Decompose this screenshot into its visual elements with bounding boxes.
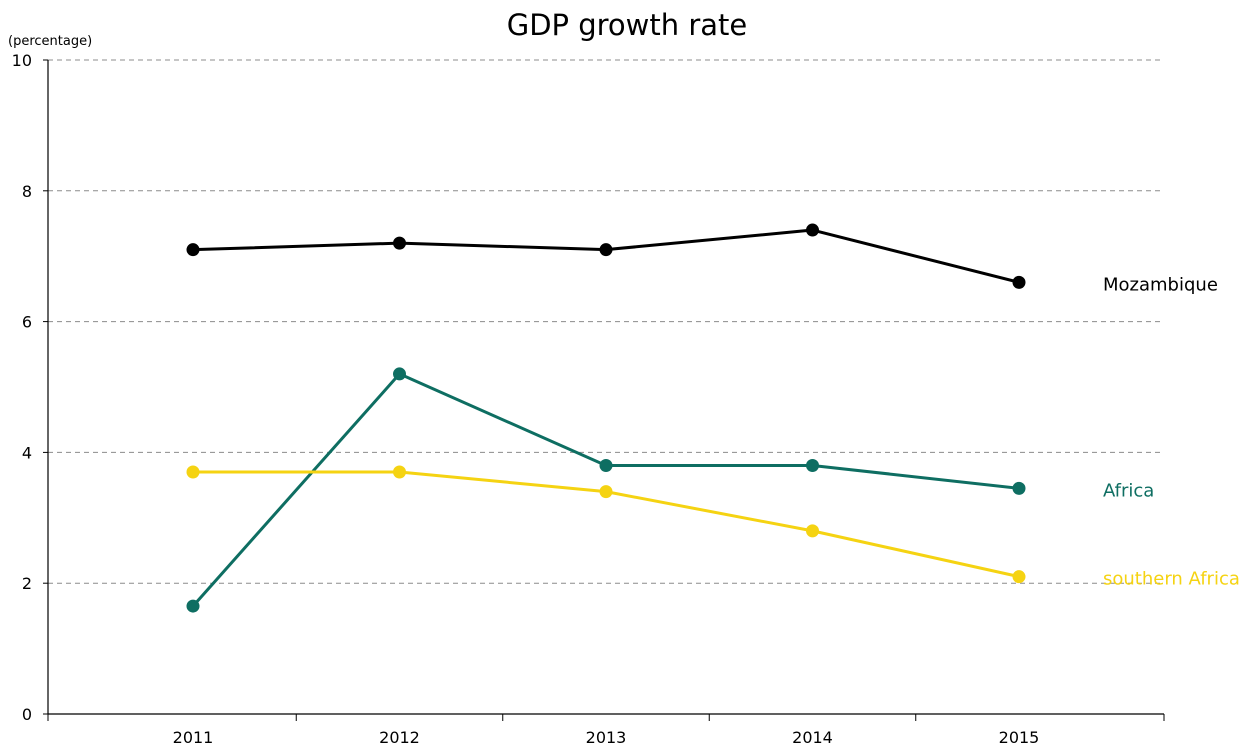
x-tick-label: 2013 (586, 728, 627, 747)
data-point (806, 223, 819, 237)
x-tick-label: 2015 (999, 728, 1040, 747)
data-point (599, 243, 613, 257)
y-axis-unit-label: (percentage) (8, 34, 93, 49)
series-line (192, 228, 1020, 284)
data-point (1012, 570, 1026, 584)
data-point (393, 465, 406, 479)
chart-title: GDP growth rate (506, 8, 748, 42)
data-point (806, 458, 819, 472)
y-tick-label: 2 (22, 574, 32, 593)
series-label: Mozambique (1103, 274, 1218, 295)
data-point (1012, 275, 1026, 289)
y-tick-label: 0 (22, 705, 32, 724)
series-label: Africa (1103, 480, 1154, 501)
data-point (186, 599, 200, 613)
x-tick-label: 2012 (379, 728, 420, 747)
data-point (186, 243, 200, 257)
x-tick-label: 2011 (173, 728, 214, 747)
data-point (186, 465, 200, 479)
y-tick-label: 8 (22, 182, 32, 201)
series-label: southern Africa (1103, 569, 1240, 590)
y-tick-label: 10 (12, 51, 32, 70)
y-tick-label: 4 (22, 443, 32, 462)
data-point (599, 485, 613, 499)
data-point (1012, 481, 1026, 495)
data-point (599, 458, 613, 472)
data-point (393, 236, 406, 250)
y-tick-label: 6 (22, 313, 32, 332)
data-point (393, 367, 406, 381)
data-point (806, 524, 819, 538)
x-tick-label: 2014 (792, 728, 833, 747)
